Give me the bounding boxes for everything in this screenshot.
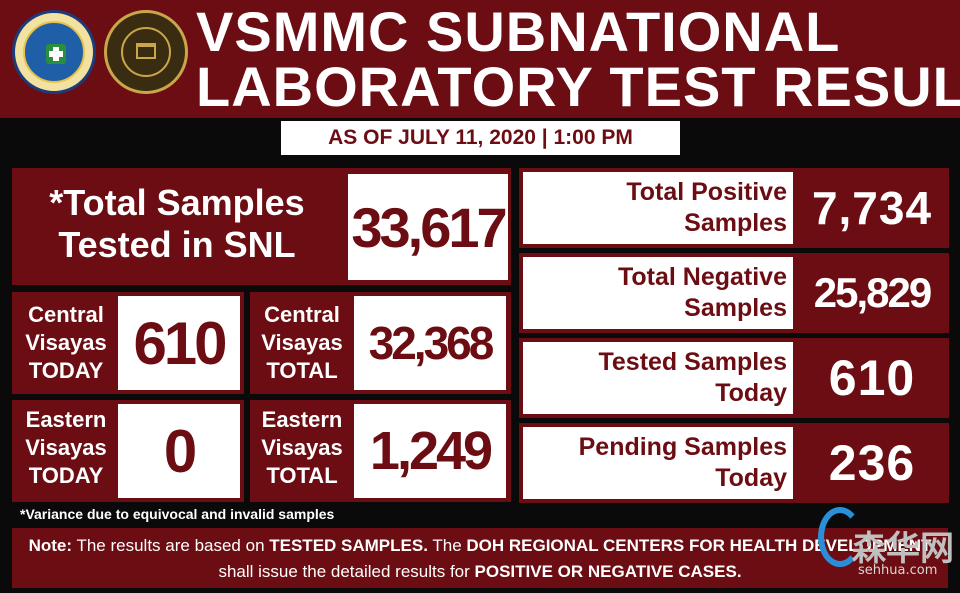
variance-footnote: *Variance due to equivocal and invalid s… [20,506,335,522]
watermark-text: 森华网 [852,529,954,569]
pending-today-label-box: Pending Samples Today [523,427,793,499]
eastern-total-value: 1,249 [354,404,506,498]
eastern-today-label: Eastern Visayas TODAY [25,407,107,488]
total-samples-card: *Total Samples Tested in SNL 33,617 [12,168,511,285]
central-total-card: Central Visayas TOTAL 32,368 [250,292,511,394]
negative-card: Total Negative Samples 25,829 [519,253,949,333]
central-total-value: 32,368 [354,296,506,390]
total-samples-value: 33,617 [348,174,508,280]
central-today-value: 610 [118,296,240,390]
positive-label: Total Positive Samples [626,178,787,237]
header-banner: VSMMC SUBNATIONAL LABORATORY TEST RESULT… [0,0,960,118]
positive-label-box: Total Positive Samples [523,172,793,244]
positive-card: Total Positive Samples 7,734 [519,168,949,248]
watermark-swirl-icon [818,507,862,567]
central-total-label: Central Visayas TOTAL [261,302,343,383]
eastern-total-label: Eastern Visayas TOTAL [261,407,343,488]
pending-today-value: 236 [828,435,916,491]
note-banner: Note: The results are based on TESTED SA… [12,528,948,588]
eastern-today-card: Eastern Visayas TODAY 0 [12,400,244,502]
pending-today-card: Pending Samples Today 236 [519,423,949,503]
as-of-date: AS OF JULY 11, 2020 | 1:00 PM [281,121,680,155]
vsmmc-seal-icon [104,10,188,94]
watermark-url: sehhua.com [858,563,938,578]
note-text-3: shall issue the detailed results for [218,562,475,581]
eastern-total-card: Eastern Visayas TOTAL 1,249 [250,400,511,502]
eastern-today-value: 0 [118,404,240,498]
central-today-label: Central Visayas TODAY [25,302,107,383]
watermark-logo: 森华网 sehhua.com [812,497,954,587]
note-positive-negative: POSITIVE OR NEGATIVE CASES. [474,562,742,581]
negative-label: Total Negative Samples [617,263,787,322]
title-line-1: VSMMC SUBNATIONAL [196,0,841,63]
tested-today-label: Tested Samples Today [598,348,787,407]
note-text-2: The [427,536,467,555]
pending-today-label: Pending Samples Today [578,433,787,492]
tested-today-label-box: Tested Samples Today [523,342,793,414]
note-tested-samples: TESTED SAMPLES. [269,536,428,555]
doh-seal-icon [12,10,96,94]
note-prefix: Note: [28,536,73,555]
negative-value: 25,829 [813,269,932,316]
note-doh-centers: DOH REGIONAL CENTERS FOR HEALTH DEVELOPM… [466,536,932,555]
tested-today-value: 610 [828,350,916,406]
note-text-1: The results are based on [72,536,270,555]
negative-label-box: Total Negative Samples [523,257,793,329]
tested-today-card: Tested Samples Today 610 [519,338,949,418]
title-line-2: LABORATORY TEST RESULTS [196,55,960,118]
central-today-card: Central Visayas TODAY 610 [12,292,244,394]
positive-value: 7,734 [811,182,933,234]
total-samples-label: *Total Samples Tested in SNL [49,182,305,265]
